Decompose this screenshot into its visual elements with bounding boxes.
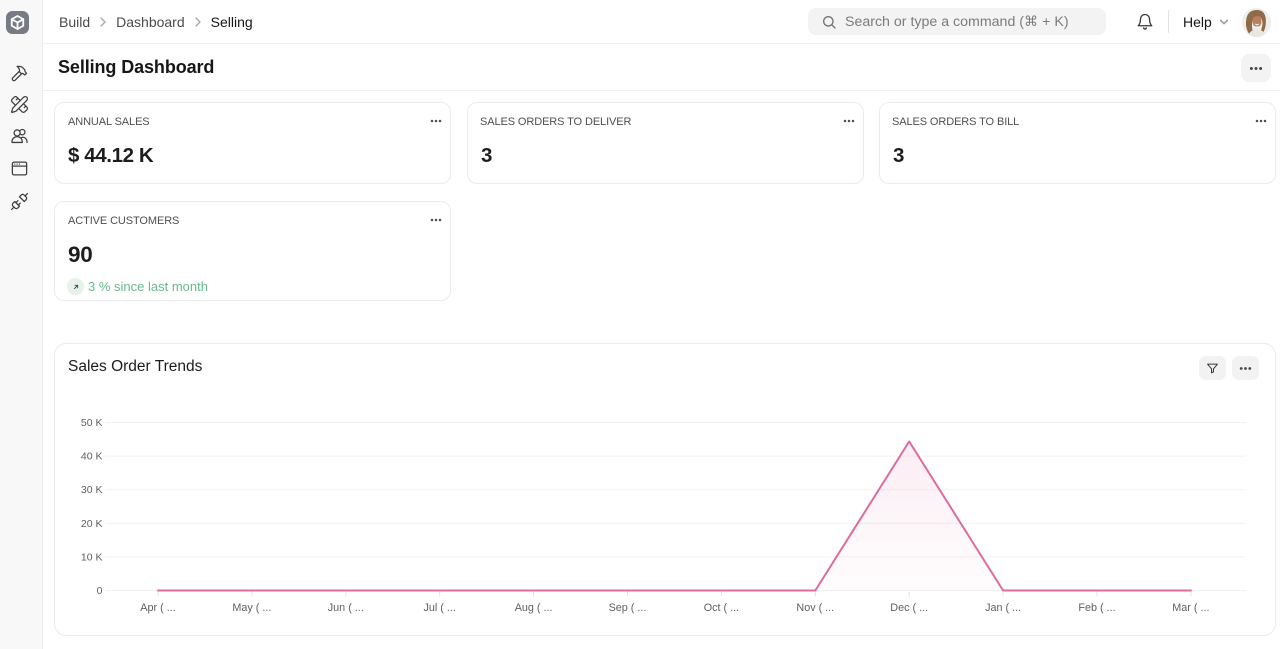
svg-text:Jun ( ...: Jun ( ... [328, 602, 364, 614]
svg-text:Feb ( ...: Feb ( ... [1078, 602, 1115, 614]
svg-text:Jan ( ...: Jan ( ... [985, 602, 1021, 614]
svg-text:Aug ( ...: Aug ( ... [515, 602, 553, 614]
svg-text:30 K: 30 K [81, 484, 103, 496]
svg-text:Mar ( ...: Mar ( ... [1172, 602, 1209, 614]
svg-text:Dec ( ...: Dec ( ... [890, 602, 928, 614]
svg-text:Sep ( ...: Sep ( ... [609, 602, 647, 614]
svg-text:0: 0 [97, 585, 103, 597]
svg-text:20 K: 20 K [81, 518, 103, 530]
svg-text:Jul ( ...: Jul ( ... [423, 602, 455, 614]
svg-text:Oct ( ...: Oct ( ... [704, 602, 739, 614]
svg-text:50 K: 50 K [81, 417, 103, 429]
svg-text:May ( ...: May ( ... [232, 602, 271, 614]
svg-text:40 K: 40 K [81, 451, 103, 463]
svg-text:10 K: 10 K [81, 551, 103, 563]
svg-text:Nov ( ...: Nov ( ... [796, 602, 834, 614]
svg-text:Apr ( ...: Apr ( ... [140, 602, 175, 614]
